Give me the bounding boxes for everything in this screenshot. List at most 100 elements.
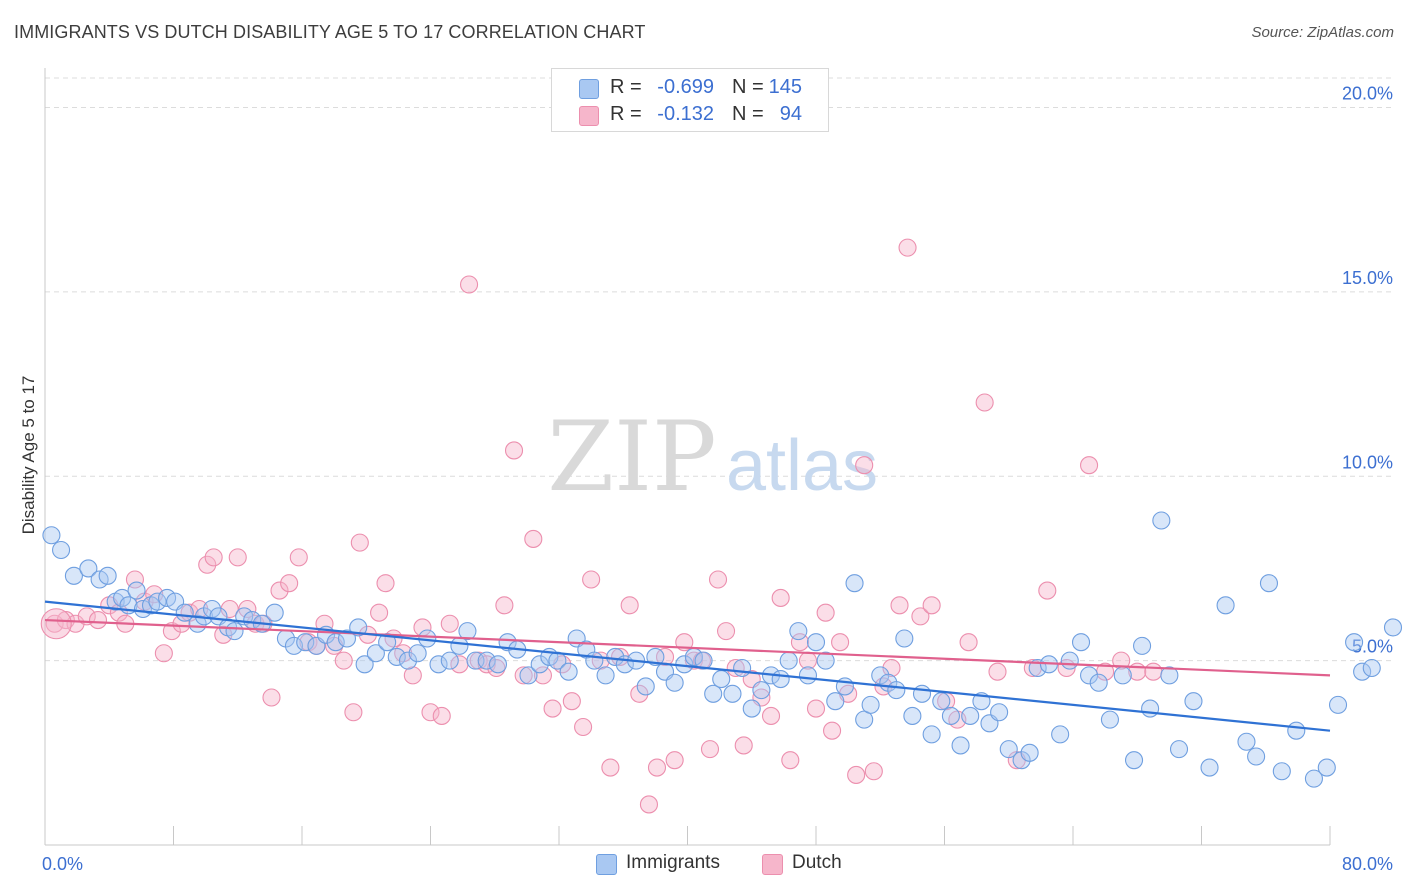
immigrants-point xyxy=(98,566,117,585)
immigrants-points xyxy=(42,511,1403,788)
immigrants-point xyxy=(1124,751,1144,770)
y-tick-labels: 5.0%10.0%15.0%20.0% xyxy=(1342,84,1393,657)
dutch-trend-line xyxy=(44,618,1331,677)
dutch-point xyxy=(922,596,941,615)
dutch-point xyxy=(154,644,173,663)
immigrants-point xyxy=(903,706,922,725)
immigrants-swatch xyxy=(579,79,599,99)
immigrants-point xyxy=(789,622,808,641)
dutch-point xyxy=(708,570,728,589)
dutch-point xyxy=(647,758,667,777)
dutch-point xyxy=(289,548,308,567)
dutch-point xyxy=(344,703,363,722)
correlation-legend: R = -0.699 N = 145 R = -0.132 N = 94 xyxy=(551,68,829,132)
immigrants-point xyxy=(1169,740,1189,759)
immigrants-swatch xyxy=(596,854,617,875)
immigrants-point xyxy=(498,633,517,652)
immigrants-point xyxy=(1272,762,1291,781)
n-label: N = xyxy=(732,103,764,125)
immigrants-point xyxy=(284,636,304,655)
immigrants-point xyxy=(79,559,98,578)
dutch-point xyxy=(543,699,562,718)
immigrants-point xyxy=(1184,692,1203,711)
dutch-point xyxy=(847,765,866,784)
dutch-swatch xyxy=(579,106,599,126)
r-value: -0.132 xyxy=(657,103,714,125)
dutch-point xyxy=(162,622,181,641)
immigrants-point xyxy=(398,651,418,670)
immigrants-point xyxy=(326,633,345,652)
dutch-point xyxy=(831,633,850,652)
dutch-point xyxy=(806,699,826,718)
immigrants-point xyxy=(113,588,132,607)
dutch-point xyxy=(270,581,289,600)
dutch-point xyxy=(1112,651,1131,670)
immigrants-point xyxy=(408,644,427,663)
source-credit: Source: ZipAtlas.com xyxy=(1251,24,1394,41)
dutch-point xyxy=(864,762,883,781)
dutch-point xyxy=(655,647,675,666)
dutch-point xyxy=(350,533,369,552)
legend-row-dutch: R = -0.132 N = 94 xyxy=(552,102,828,128)
immigrants-point xyxy=(429,655,448,674)
dutch-point xyxy=(882,658,901,678)
dutch-point xyxy=(495,596,514,615)
immigrants-point xyxy=(723,684,742,703)
dutch-point xyxy=(524,529,543,548)
x-tick-label: 0.0% xyxy=(42,854,83,874)
dutch-point xyxy=(975,393,994,412)
dutch-point xyxy=(280,574,299,593)
immigrants-point xyxy=(1345,633,1364,652)
immigrants-point xyxy=(932,692,951,711)
immigrants-point xyxy=(826,692,845,711)
dutch-point xyxy=(504,441,524,460)
immigrants-point xyxy=(1020,743,1039,762)
dutch-point xyxy=(601,758,620,777)
immigrants-point xyxy=(1259,574,1279,593)
immigrants-point xyxy=(355,655,374,674)
dutch-point xyxy=(639,795,659,814)
immigrants-point xyxy=(1304,769,1323,788)
immigrants-point xyxy=(1152,511,1171,530)
immigrants-point xyxy=(1089,673,1108,692)
immigrants-point xyxy=(596,666,615,685)
dutch-point xyxy=(716,622,736,641)
dutch-point xyxy=(370,603,389,622)
immigrants-point xyxy=(806,633,826,652)
dutch-point xyxy=(898,238,917,257)
dutch-point xyxy=(911,607,930,626)
dutch-point xyxy=(771,588,790,607)
immigrants-point xyxy=(1247,747,1266,766)
immigrants-point xyxy=(816,651,835,670)
dutch-point xyxy=(421,703,440,722)
watermark: ZIP atlas xyxy=(547,401,878,513)
immigrants-point xyxy=(712,670,731,689)
immigrants-point xyxy=(1328,695,1348,714)
immigrants-point xyxy=(378,633,397,652)
immigrants-point xyxy=(148,592,167,611)
legend-label-immigrants: Immigrants xyxy=(626,852,720,873)
x-tick-labels: 0.0% 80.0% xyxy=(42,854,1393,874)
dutch-point xyxy=(1038,581,1057,600)
immigrants-point xyxy=(779,651,798,670)
dutch-point xyxy=(432,706,451,725)
immigrants-point xyxy=(941,706,960,725)
immigrants-point xyxy=(1362,658,1381,678)
immigrants-point xyxy=(1317,758,1336,777)
dutch-point xyxy=(959,633,978,652)
dutch-point xyxy=(562,692,581,711)
dutch-point xyxy=(855,456,874,475)
immigrants-point xyxy=(752,681,771,700)
dutch-point xyxy=(890,596,909,615)
immigrants-point xyxy=(1133,636,1152,655)
dutch-point xyxy=(816,603,835,622)
dutch-point xyxy=(761,706,781,725)
dutch-point xyxy=(781,751,800,770)
immigrants-point xyxy=(64,566,83,585)
dutch-point xyxy=(198,555,217,574)
n-value: 94 xyxy=(779,103,802,125)
r-label: R = xyxy=(610,103,642,125)
dutch-point xyxy=(823,721,842,740)
immigrants-point xyxy=(1200,758,1219,777)
